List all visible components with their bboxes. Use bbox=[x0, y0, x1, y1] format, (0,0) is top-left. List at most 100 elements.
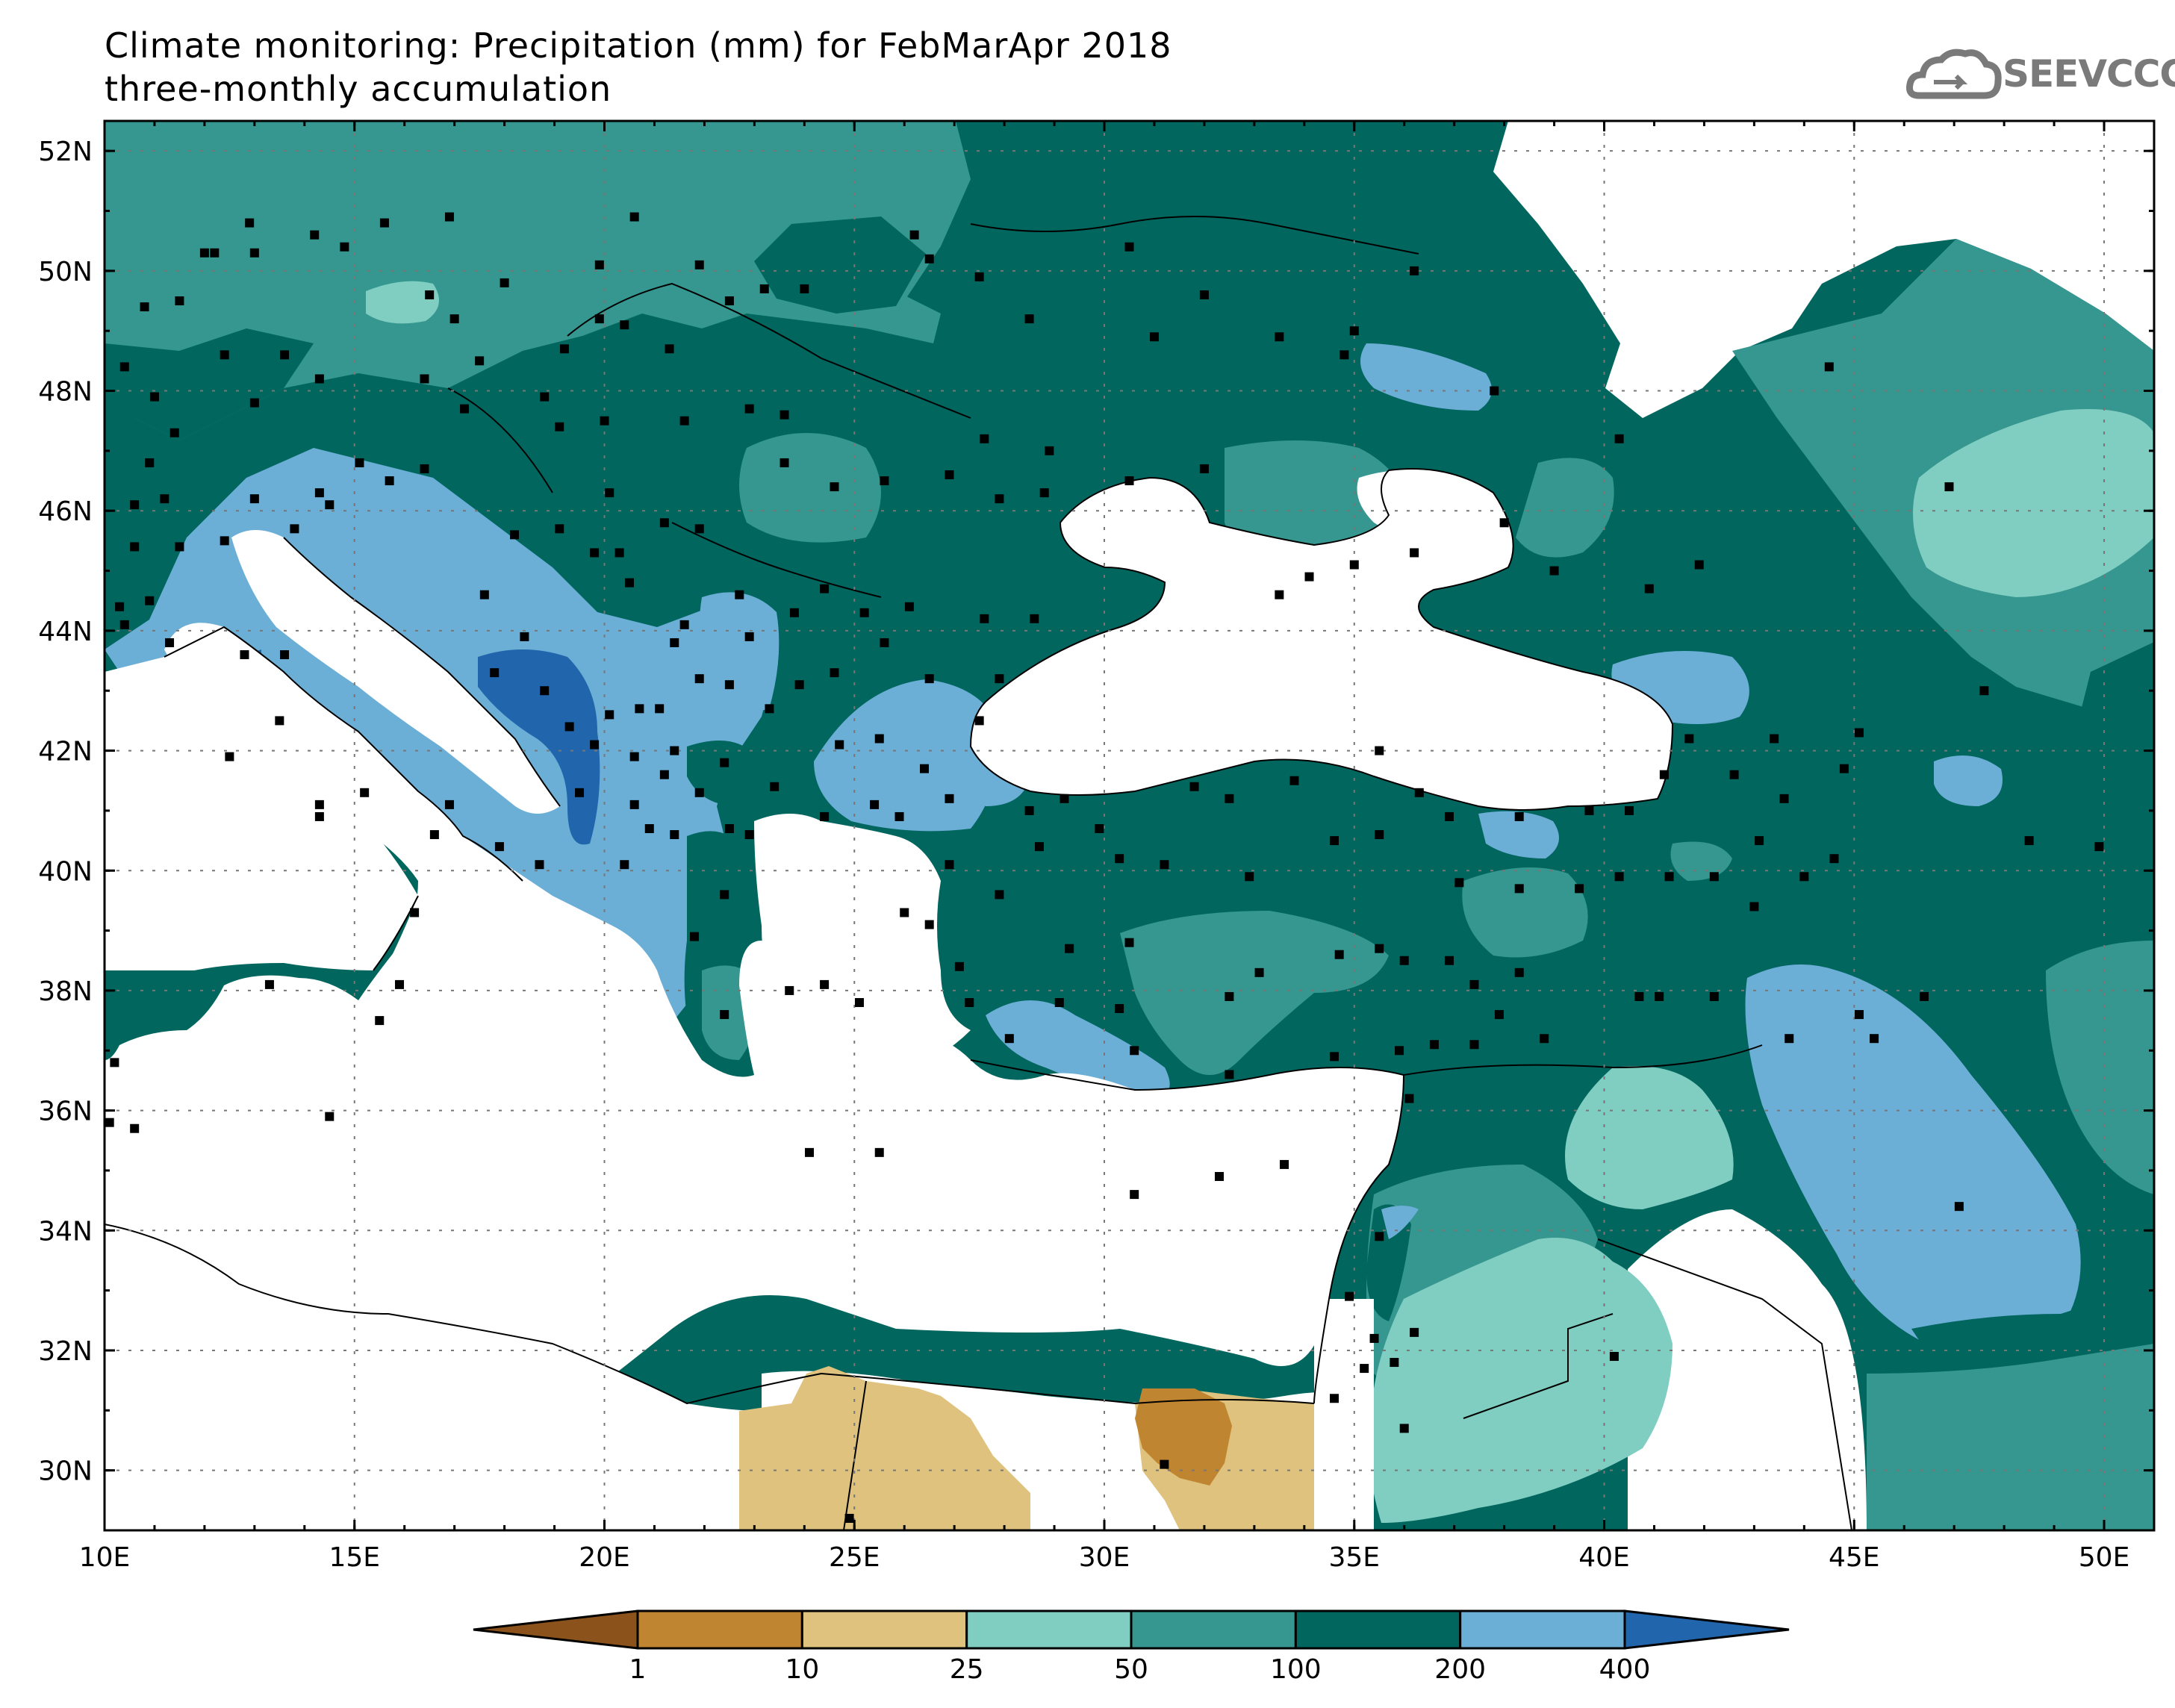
station-marker bbox=[720, 1010, 729, 1020]
station-marker bbox=[690, 932, 700, 941]
station-marker bbox=[670, 746, 679, 755]
station-marker bbox=[314, 374, 324, 384]
colorbar-box bbox=[1130, 1609, 1297, 1650]
station-marker bbox=[1514, 884, 1524, 894]
station-marker bbox=[920, 764, 929, 773]
field-50-100-turkey-central bbox=[1120, 911, 1389, 1075]
station-marker bbox=[145, 596, 155, 605]
station-marker bbox=[264, 979, 274, 989]
lat-tick-label: 46N bbox=[38, 496, 93, 527]
station-marker bbox=[444, 800, 454, 809]
station-marker bbox=[1289, 776, 1299, 785]
lon-tick-label: 15E bbox=[329, 1542, 380, 1573]
station-marker bbox=[859, 608, 869, 617]
station-marker bbox=[644, 824, 654, 834]
station-marker bbox=[314, 811, 324, 821]
station-marker bbox=[1514, 811, 1524, 821]
coastlines bbox=[105, 216, 1852, 1530]
field-100-200-caspian bbox=[2061, 642, 2154, 956]
station-marker bbox=[629, 800, 639, 809]
station-marker bbox=[1839, 764, 1849, 773]
station-marker bbox=[1614, 434, 1624, 443]
colorbar-lower-triangle bbox=[473, 1609, 639, 1650]
station-marker bbox=[1514, 967, 1524, 977]
station-marker bbox=[220, 350, 229, 360]
station-marker bbox=[1225, 794, 1234, 803]
field-25-50-czech bbox=[366, 281, 439, 324]
station-marker bbox=[1655, 991, 1664, 1001]
lat-tick-label: 30N bbox=[38, 1456, 93, 1487]
station-marker bbox=[980, 434, 989, 443]
border-europe-3 bbox=[970, 216, 1419, 255]
station-marker bbox=[924, 920, 934, 929]
station-marker bbox=[1870, 1034, 1879, 1044]
colorbar-box bbox=[800, 1609, 968, 1650]
station-marker bbox=[355, 458, 364, 467]
station-marker bbox=[165, 638, 175, 647]
station-marker bbox=[1115, 854, 1124, 864]
station-marker bbox=[1349, 560, 1359, 570]
station-marker bbox=[410, 908, 420, 917]
cloud-arrow-icon bbox=[1906, 49, 2002, 99]
colorbar-labels: 1 10 25 50 100 200 400 bbox=[629, 1654, 1651, 1685]
station-marker bbox=[694, 260, 704, 269]
station-marker bbox=[420, 374, 429, 384]
station-marker bbox=[1469, 979, 1479, 989]
colorbar bbox=[473, 1609, 1790, 1650]
station-marker bbox=[1045, 446, 1054, 455]
station-marker bbox=[1304, 572, 1314, 582]
station-marker bbox=[594, 260, 604, 269]
field-50-100-georgia bbox=[1670, 841, 1732, 881]
station-marker bbox=[249, 248, 259, 258]
station-marker bbox=[245, 218, 255, 228]
station-marker bbox=[220, 536, 229, 546]
station-marker bbox=[280, 350, 290, 360]
field-200-400-armenia bbox=[1934, 755, 2003, 806]
station-marker bbox=[1684, 734, 1694, 744]
coast-levant bbox=[1313, 1074, 1404, 1404]
land-north-africa-nodata bbox=[105, 1232, 762, 1530]
station-marker bbox=[720, 890, 729, 900]
colorbar-label: 1 bbox=[629, 1654, 647, 1685]
station-marker bbox=[1124, 476, 1134, 486]
lat-tick-label: 42N bbox=[38, 737, 93, 767]
station-marker bbox=[679, 620, 689, 629]
border-jordan-saudi bbox=[1463, 1313, 1614, 1419]
station-marker bbox=[1275, 590, 1284, 599]
station-marker bbox=[564, 722, 574, 732]
station-markers bbox=[105, 212, 2104, 1523]
station-marker bbox=[655, 704, 665, 714]
station-marker bbox=[1349, 326, 1359, 336]
station-marker bbox=[744, 632, 754, 641]
map-frame bbox=[103, 119, 2156, 1532]
sea-azov bbox=[1357, 470, 1493, 545]
station-marker bbox=[1549, 566, 1559, 576]
station-marker bbox=[1065, 944, 1074, 953]
station-marker bbox=[110, 1058, 119, 1068]
station-marker bbox=[169, 428, 179, 437]
station-marker bbox=[1395, 1046, 1404, 1056]
station-marker bbox=[1785, 1034, 1794, 1044]
station-marker bbox=[429, 830, 439, 840]
station-marker bbox=[1330, 1394, 1339, 1403]
field-200-400-iraq-iran bbox=[1745, 964, 2081, 1349]
station-marker bbox=[605, 488, 614, 498]
station-marker bbox=[1189, 782, 1199, 791]
station-marker bbox=[540, 392, 550, 402]
coast-black-sea bbox=[969, 468, 1674, 811]
station-marker bbox=[794, 680, 804, 690]
field-50-100-caucasus-north bbox=[1516, 458, 1614, 558]
station-marker bbox=[1024, 805, 1034, 815]
colorbar-label: 400 bbox=[1599, 1654, 1651, 1685]
map-title: Climate monitoring: Precipitation (mm) f… bbox=[105, 25, 1172, 66]
lat-tick-label: 50N bbox=[38, 257, 93, 287]
station-marker bbox=[340, 242, 349, 252]
lon-tick-labels: 10E 15E 20E 25E 30E 35E 40E 45E 50E bbox=[79, 1542, 2130, 1573]
station-marker bbox=[1225, 991, 1234, 1001]
station-marker bbox=[160, 494, 169, 504]
station-marker bbox=[924, 674, 934, 684]
lat-tick-label: 52N bbox=[38, 137, 93, 167]
station-marker bbox=[1360, 1364, 1369, 1374]
colorbar-box bbox=[1294, 1609, 1462, 1650]
station-marker bbox=[900, 908, 909, 917]
